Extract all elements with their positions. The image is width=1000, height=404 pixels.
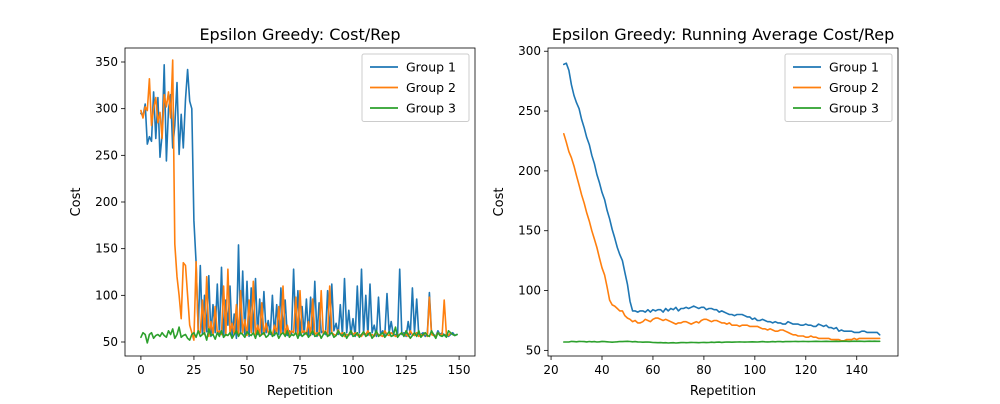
- x-tick-label: 75: [292, 363, 307, 377]
- x-tick-label: 25: [186, 363, 201, 377]
- plot-area-frame: [547, 47, 899, 357]
- legend-label: Group 1: [406, 60, 456, 75]
- x-tick-label: 80: [696, 363, 711, 377]
- y-axis: 50 100 150 200 250 300: [518, 44, 548, 357]
- series-line-group-3: [562, 340, 881, 344]
- series-layer: [140, 59, 458, 344]
- y-tick-label: 300: [95, 102, 118, 116]
- chart-panel-cost-per-rep: Epsilon Greedy: Cost/Rep 0 25 50 75 100 125 15…: [69, 25, 476, 399]
- legend-label: Group 1: [829, 60, 879, 75]
- series-line-group-1: [562, 62, 881, 336]
- legend-label: Group 2: [829, 80, 879, 95]
- x-axis: 0 25 50 75 100 125 150: [137, 356, 471, 377]
- x-axis-label: Repetition: [690, 384, 756, 399]
- chart-title: Epsilon Greedy: Cost/Rep: [199, 25, 400, 44]
- y-tick-label: 150: [518, 224, 541, 238]
- x-tick-label: 100: [342, 363, 365, 377]
- y-tick-label: 150: [95, 242, 118, 256]
- x-tick-label: 50: [239, 363, 254, 377]
- x-tick-label: 150: [448, 363, 471, 377]
- legend: Group 1 Group 2 Group 3: [784, 53, 893, 122]
- y-tick-label: 300: [518, 44, 541, 58]
- series-layer: [562, 62, 881, 344]
- x-tick-label: 60: [645, 363, 660, 377]
- x-tick-label: 100: [743, 363, 766, 377]
- legend-label: Group 2: [406, 80, 456, 95]
- y-tick-label: 50: [103, 335, 118, 349]
- legend-box: [784, 53, 893, 122]
- x-axis: 20 40 60 80 100 120 140: [543, 356, 868, 377]
- x-tick-label: 125: [395, 363, 418, 377]
- chart-panel-running-average: Epsilon Greedy: Running Average Cost/Rep…: [492, 25, 899, 399]
- series-line-group-3: [140, 326, 458, 344]
- legend-box: [361, 53, 470, 122]
- y-axis-label: Cost: [492, 188, 507, 217]
- y-tick-label: 200: [95, 195, 118, 209]
- chart-title: Epsilon Greedy: Running Average Cost/Rep: [552, 25, 895, 44]
- x-tick-label: 20: [543, 363, 558, 377]
- x-tick-label: 0: [137, 363, 145, 377]
- x-tick-label: 120: [794, 363, 817, 377]
- y-tick-label: 350: [95, 55, 118, 69]
- legend: Group 1 Group 2 Group 3: [361, 53, 470, 122]
- legend-label: Group 3: [829, 101, 879, 116]
- y-tick-label: 200: [518, 164, 541, 178]
- legend-label: Group 3: [406, 101, 456, 116]
- x-tick-label: 40: [594, 363, 609, 377]
- y-tick-label: 250: [518, 104, 541, 118]
- y-axis-label: Cost: [69, 188, 84, 217]
- y-tick-label: 250: [95, 148, 118, 162]
- x-tick-label: 140: [845, 363, 868, 377]
- y-tick-label: 100: [95, 288, 118, 302]
- y-tick-label: 50: [526, 343, 541, 357]
- series-line-group-2: [562, 133, 881, 342]
- x-axis-label: Repetition: [267, 384, 333, 399]
- y-tick-label: 100: [518, 284, 541, 298]
- y-axis: 50 100 150 200 250 300 350: [95, 55, 125, 349]
